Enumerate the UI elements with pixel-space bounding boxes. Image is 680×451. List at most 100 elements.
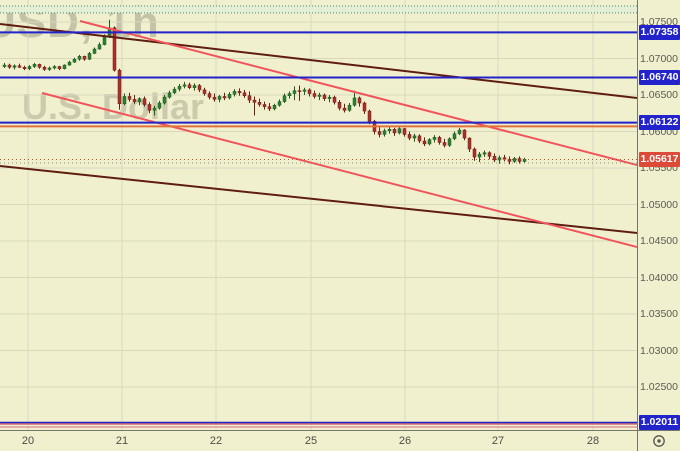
candle	[267, 103, 272, 112]
trend-line[interactable]	[79, 20, 637, 166]
time-axis[interactable]: 20 21 22 25 26 27 28	[0, 430, 637, 451]
candle	[412, 133, 417, 142]
axis-settings-button[interactable]	[637, 430, 680, 451]
chart-canvas[interactable]: USD, 1h U.S. Dollar	[0, 0, 637, 430]
time-tick-label: 20	[21, 435, 35, 447]
candle	[287, 91, 292, 99]
candle	[17, 63, 22, 68]
candle	[67, 60, 72, 66]
candle	[232, 89, 237, 97]
price-tick-label: 1.04500	[640, 235, 678, 247]
gear-icon	[653, 435, 665, 447]
candle	[492, 153, 497, 163]
price-tick-label: 1.07000	[640, 52, 678, 65]
candle	[417, 134, 422, 144]
candle	[257, 98, 262, 107]
candle	[82, 55, 87, 61]
candle	[322, 93, 327, 101]
candle	[97, 42, 102, 50]
trend-line[interactable]	[0, 165, 637, 234]
candle	[227, 92, 232, 100]
candle	[387, 126, 392, 134]
candle	[512, 157, 517, 163]
candle	[452, 131, 457, 141]
candle	[272, 103, 277, 111]
candle	[252, 96, 257, 116]
candle	[462, 129, 467, 141]
candle	[332, 95, 337, 105]
price-tick-label: 1.04000	[640, 271, 678, 284]
candle	[422, 137, 427, 147]
candle	[7, 63, 12, 69]
candle	[307, 88, 312, 97]
candle	[197, 84, 202, 93]
price-tick-label: 1.02500	[640, 381, 678, 393]
candle	[222, 92, 227, 101]
candle	[247, 91, 252, 104]
level-price-tag: 1.02011	[639, 415, 680, 431]
candle	[282, 93, 287, 104]
candle	[182, 81, 187, 89]
candle	[217, 95, 222, 103]
candle	[432, 135, 437, 143]
candle	[127, 92, 132, 102]
time-tick-label: 25	[304, 435, 318, 447]
candle	[37, 63, 42, 69]
candle	[22, 65, 27, 71]
candle	[292, 86, 297, 101]
candle	[482, 150, 487, 158]
candle	[212, 93, 217, 102]
last-price-tag: 1.05617	[639, 151, 680, 167]
price-tick-label: 1.06500	[640, 89, 678, 101]
candle	[497, 155, 502, 164]
candle	[442, 138, 447, 148]
candle	[62, 64, 67, 70]
price-axis[interactable]: 1.07500 1.07000 1.06500 1.06000 1.05500 1.050…	[637, 0, 680, 431]
time-tick-label: 21	[115, 435, 129, 447]
candle	[437, 135, 442, 145]
candle	[202, 87, 207, 96]
level-price-tag: 1.07358	[639, 24, 680, 40]
candle	[392, 127, 397, 136]
candle	[42, 65, 47, 71]
candle	[457, 127, 462, 136]
trend-line[interactable]	[41, 92, 637, 248]
candle	[262, 101, 267, 110]
candle	[162, 95, 167, 105]
candle	[357, 96, 362, 107]
candle	[407, 131, 412, 141]
level-price-tag: 1.06740	[639, 69, 680, 85]
candle	[172, 86, 177, 95]
candle	[112, 26, 117, 72]
candle	[427, 138, 432, 146]
candle	[52, 65, 57, 70]
candle	[177, 84, 182, 92]
candle	[122, 93, 127, 106]
candle	[167, 90, 172, 99]
candle	[477, 151, 482, 163]
candle	[327, 95, 332, 103]
candlestick-chart[interactable]	[0, 0, 637, 430]
candle	[402, 127, 407, 137]
candle	[277, 99, 282, 107]
candle	[377, 127, 382, 138]
candle	[347, 103, 352, 112]
candle	[317, 92, 322, 101]
candle	[342, 103, 347, 113]
zone-band[interactable]	[0, 5, 637, 13]
candle	[152, 105, 157, 116]
candle	[92, 47, 97, 55]
price-tick-label: 1.05000	[640, 198, 678, 211]
price-tick-label: 1.03000	[640, 344, 678, 357]
candle	[117, 68, 122, 110]
candle	[132, 95, 137, 104]
candle	[77, 54, 82, 61]
candle	[187, 82, 192, 90]
candle	[312, 90, 317, 99]
candle	[57, 65, 62, 71]
candle	[47, 66, 52, 71]
candle	[362, 101, 367, 114]
trend-line[interactable]	[0, 23, 637, 99]
candle	[147, 102, 152, 114]
